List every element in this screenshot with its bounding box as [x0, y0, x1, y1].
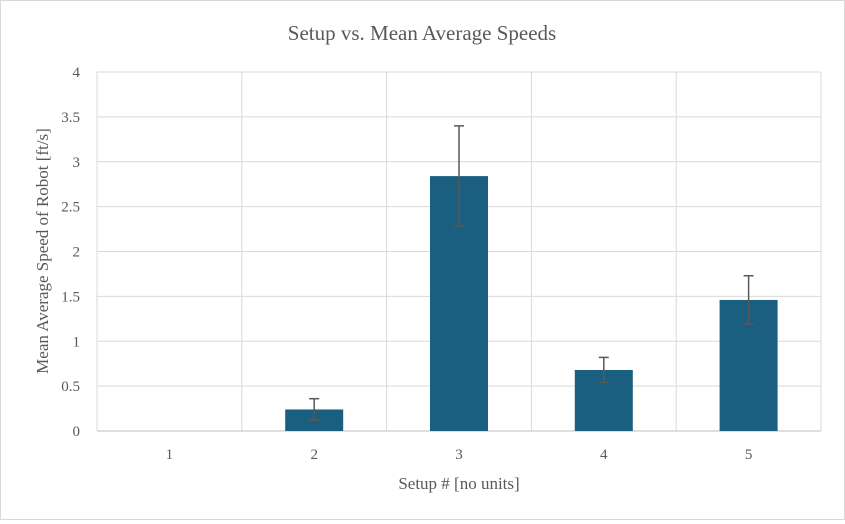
y-tick-label: 0.5 — [61, 379, 80, 395]
x-tick-label: 4 — [600, 447, 608, 463]
error-bars — [309, 125, 754, 421]
x-tick-label: 5 — [745, 447, 753, 463]
y-tick-label: 3.5 — [61, 110, 80, 126]
error-bar — [454, 125, 464, 228]
x-tick-label: 2 — [310, 447, 318, 463]
y-axis-title: Mean Average Speed of Robot [ft/s] — [33, 128, 52, 374]
y-tick-label: 3 — [73, 155, 81, 171]
x-tick-label: 3 — [455, 447, 463, 463]
y-tick-label: 1.5 — [61, 289, 80, 305]
y-tick-label: 1 — [73, 334, 81, 350]
x-axis-title: Setup # [no units] — [398, 474, 519, 493]
x-axis-ticks: 1 2 3 4 5 — [166, 447, 753, 463]
error-bar — [309, 397, 320, 421]
error-bar — [743, 274, 754, 325]
error-bar — [598, 356, 609, 384]
y-tick-label: 0 — [73, 424, 81, 440]
y-tick-label: 2.5 — [61, 200, 80, 216]
y-tick-label: 4 — [73, 65, 81, 81]
chart-title: Setup vs. Mean Average Speeds — [288, 21, 556, 45]
y-tick-label: 2 — [73, 245, 81, 261]
x-tick-label: 1 — [166, 447, 174, 463]
y-axis-ticks: 0 0.5 1 1.5 2 2.5 3 3.5 4 — [61, 65, 80, 440]
